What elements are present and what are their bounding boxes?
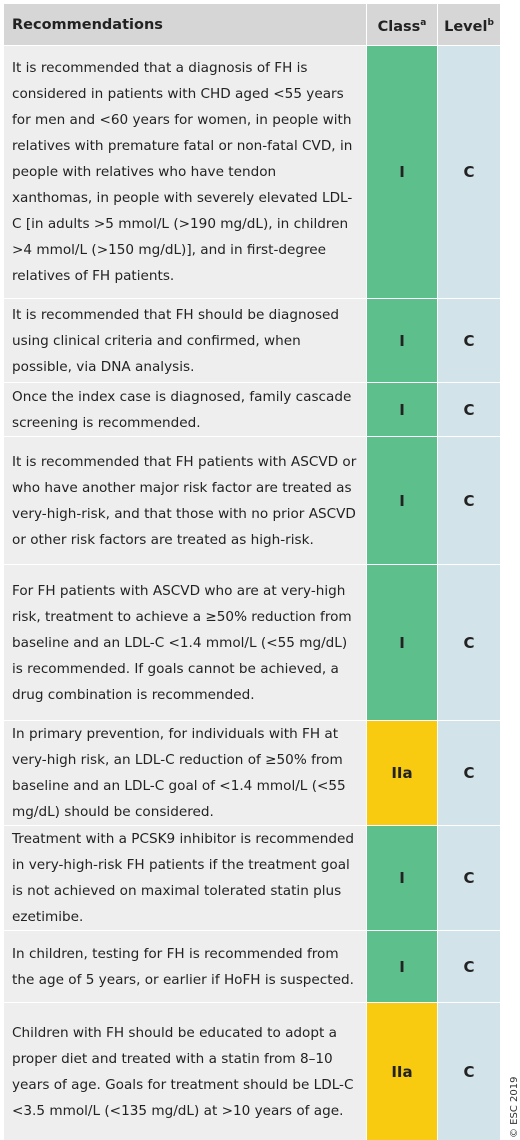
table-row: In children, testing for FH is recommend… [3, 930, 501, 1003]
class-cell: I [366, 564, 438, 721]
recommendation-text: Once the index case is diagnosed, family… [3, 382, 367, 437]
header-label: Class [377, 18, 421, 35]
footnote-mark: b [487, 17, 494, 28]
table-row: For FH patients with ASCVD who are at ve… [3, 564, 501, 721]
recommendations-table: Recommendations Classa Levelb It is reco… [3, 3, 501, 1140]
table-row: It is recommended that FH should be diag… [3, 298, 501, 383]
class-cell: I [366, 45, 438, 299]
class-cell: I [366, 930, 438, 1003]
level-cell: C [437, 298, 501, 383]
table-row: Once the index case is diagnosed, family… [3, 382, 501, 437]
footnote-mark: a [420, 17, 427, 28]
header-label: Level [444, 18, 488, 35]
level-cell: C [437, 930, 501, 1003]
recommendation-text: Treatment with a PCSK9 inhibitor is reco… [3, 825, 367, 931]
class-cell: IIa [366, 720, 438, 826]
level-cell: C [437, 564, 501, 721]
recommendation-text: In children, testing for FH is recommend… [3, 930, 367, 1003]
level-cell: C [437, 825, 501, 931]
table-row: It is recommended that a diagnosis of FH… [3, 45, 501, 299]
recommendation-text: It is recommended that a diagnosis of FH… [3, 45, 367, 299]
header-cell: Levelb [437, 3, 501, 46]
recommendation-text: Children with FH should be educated to a… [3, 1002, 367, 1140]
class-cell: I [366, 298, 438, 383]
recommendation-text: In primary prevention, for individuals w… [3, 720, 367, 826]
class-cell: I [366, 436, 438, 565]
level-cell: C [437, 1002, 501, 1140]
table-row: Children with FH should be educated to a… [3, 1002, 501, 1140]
copyright: © ESC 2019 [509, 1076, 520, 1138]
level-cell: C [437, 436, 501, 565]
table-body: It is recommended that a diagnosis of FH… [3, 45, 501, 1140]
header-cell: Recommendations [3, 3, 367, 46]
recommendation-text: It is recommended that FH patients with … [3, 436, 367, 565]
class-cell: IIa [366, 1002, 438, 1140]
recommendation-text: For FH patients with ASCVD who are at ve… [3, 564, 367, 721]
level-cell: C [437, 720, 501, 826]
header-row: Recommendations Classa Levelb [3, 3, 501, 46]
recommendation-text: It is recommended that FH should be diag… [3, 298, 367, 383]
header-cell: Classa [366, 3, 438, 46]
table-row: In primary prevention, for individuals w… [3, 720, 501, 826]
class-cell: I [366, 825, 438, 931]
level-cell: C [437, 382, 501, 437]
class-cell: I [366, 382, 438, 437]
level-cell: C [437, 45, 501, 299]
table-row: Treatment with a PCSK9 inhibitor is reco… [3, 825, 501, 931]
table-row: It is recommended that FH patients with … [3, 436, 501, 565]
